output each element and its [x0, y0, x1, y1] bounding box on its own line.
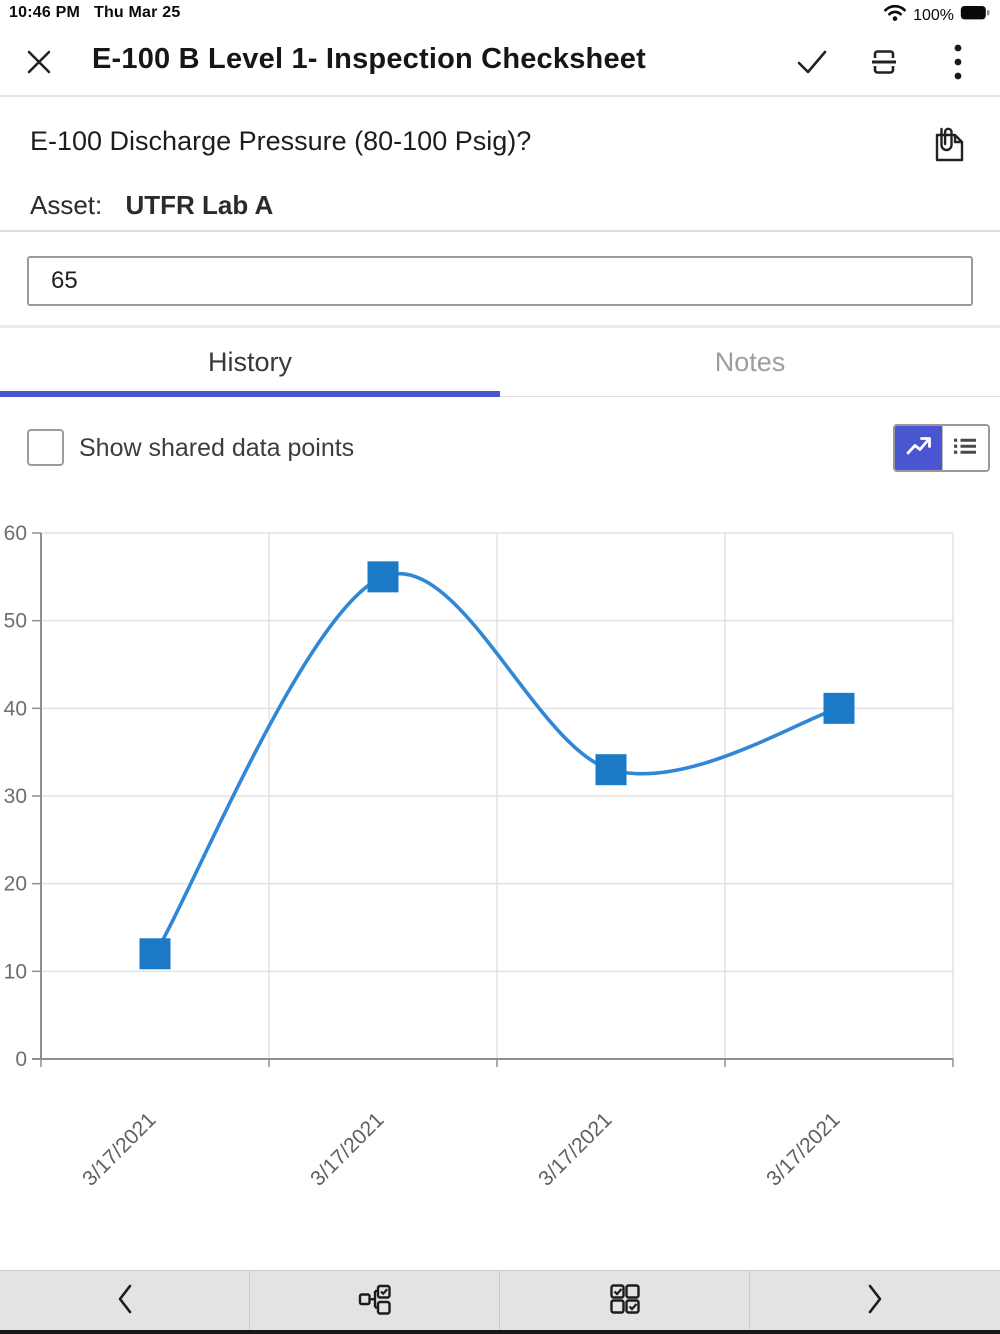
- status-time: 10:46 PM: [9, 4, 80, 21]
- svg-text:0: 0: [15, 1048, 27, 1071]
- history-chart-svg: 0 10 20 30 40 50 60 3/17/2021 3/17/2021 3/17/2021…: [4, 522, 954, 1191]
- svg-text:3/17/2021: 3/17/2021: [534, 1108, 616, 1190]
- asset-label: Asset:: [30, 190, 103, 220]
- view-toggle-group: [893, 424, 990, 472]
- save-button[interactable]: [790, 44, 834, 82]
- chart-view-button[interactable]: [895, 426, 942, 470]
- kebab-menu-icon: [952, 41, 964, 86]
- battery-percent-label: 100%: [913, 6, 954, 24]
- document-scanner-icon: [866, 45, 902, 82]
- question-text: E-100 Discharge Pressure (80-100 Psig)?: [30, 126, 532, 156]
- asset-value: UTFR Lab A: [125, 190, 274, 220]
- checkmark-icon: [793, 47, 831, 80]
- status-date: Thu Mar 25: [93, 4, 181, 21]
- svg-text:40: 40: [4, 697, 27, 720]
- svg-text:3/17/2021: 3/17/2021: [306, 1108, 388, 1190]
- page-title: E-100 B Level 1- Inspection Checksheet: [92, 43, 646, 75]
- svg-text:30: 30: [4, 785, 27, 808]
- checkbox-grid-icon: [605, 1279, 645, 1322]
- history-chart: 0 10 20 30 40 50 60 3/17/2021 3/17/2021 3/17/2021…: [0, 505, 1000, 1205]
- status-bar: 10:46 PM Thu Mar 25 100%: [0, 0, 1000, 28]
- overflow-menu-button[interactable]: [938, 42, 978, 84]
- tab-notes[interactable]: Notes: [500, 328, 1000, 396]
- svg-text:60: 60: [4, 522, 27, 545]
- svg-text:3/17/2021: 3/17/2021: [762, 1108, 844, 1190]
- svg-text:10: 10: [4, 960, 27, 983]
- close-button[interactable]: [20, 44, 58, 82]
- svg-text:20: 20: [4, 873, 27, 896]
- chevron-left-icon: [112, 1280, 138, 1321]
- list-icon: [949, 430, 981, 467]
- multi-select-questions-button[interactable]: [500, 1271, 750, 1330]
- workflow-check-icon: [355, 1279, 395, 1322]
- answer-input[interactable]: [27, 256, 973, 306]
- attachment-button[interactable]: [922, 122, 974, 170]
- next-question-button[interactable]: [750, 1271, 1000, 1330]
- bottom-toolbar: [0, 1270, 1000, 1330]
- wifi-icon: [883, 3, 907, 28]
- chevron-right-icon: [862, 1280, 888, 1321]
- header: E-100 B Level 1- Inspection Checksheet: [0, 28, 1000, 97]
- tab-notes-label: Notes: [714, 346, 786, 377]
- show-shared-data-points-label: Show shared data points: [79, 434, 355, 462]
- trending-chart-icon: [902, 430, 934, 467]
- divider: [0, 325, 1000, 328]
- previous-question-button[interactable]: [0, 1271, 250, 1330]
- battery-icon: [960, 5, 990, 26]
- svg-text:3/17/2021: 3/17/2021: [78, 1108, 160, 1190]
- close-icon: [23, 46, 55, 81]
- asset-row: Asset: UTFR Lab A: [30, 190, 273, 221]
- screen-bottom-edge: [0, 1330, 1000, 1334]
- divider: [0, 230, 1000, 232]
- tab-history[interactable]: History: [0, 328, 500, 396]
- show-shared-data-points-checkbox[interactable]: [27, 429, 64, 466]
- active-tab-indicator: [0, 391, 500, 397]
- scan-button[interactable]: [862, 44, 906, 82]
- attachment-document-icon: [925, 123, 971, 170]
- answer-workflow-button[interactable]: [250, 1271, 500, 1330]
- tab-history-label: History: [207, 346, 292, 377]
- tab-bar: History Notes: [0, 328, 1000, 397]
- svg-text:50: 50: [4, 610, 27, 633]
- status-time-date: 10:46 PM Thu Mar 25: [9, 4, 194, 22]
- list-view-button[interactable]: [941, 426, 988, 470]
